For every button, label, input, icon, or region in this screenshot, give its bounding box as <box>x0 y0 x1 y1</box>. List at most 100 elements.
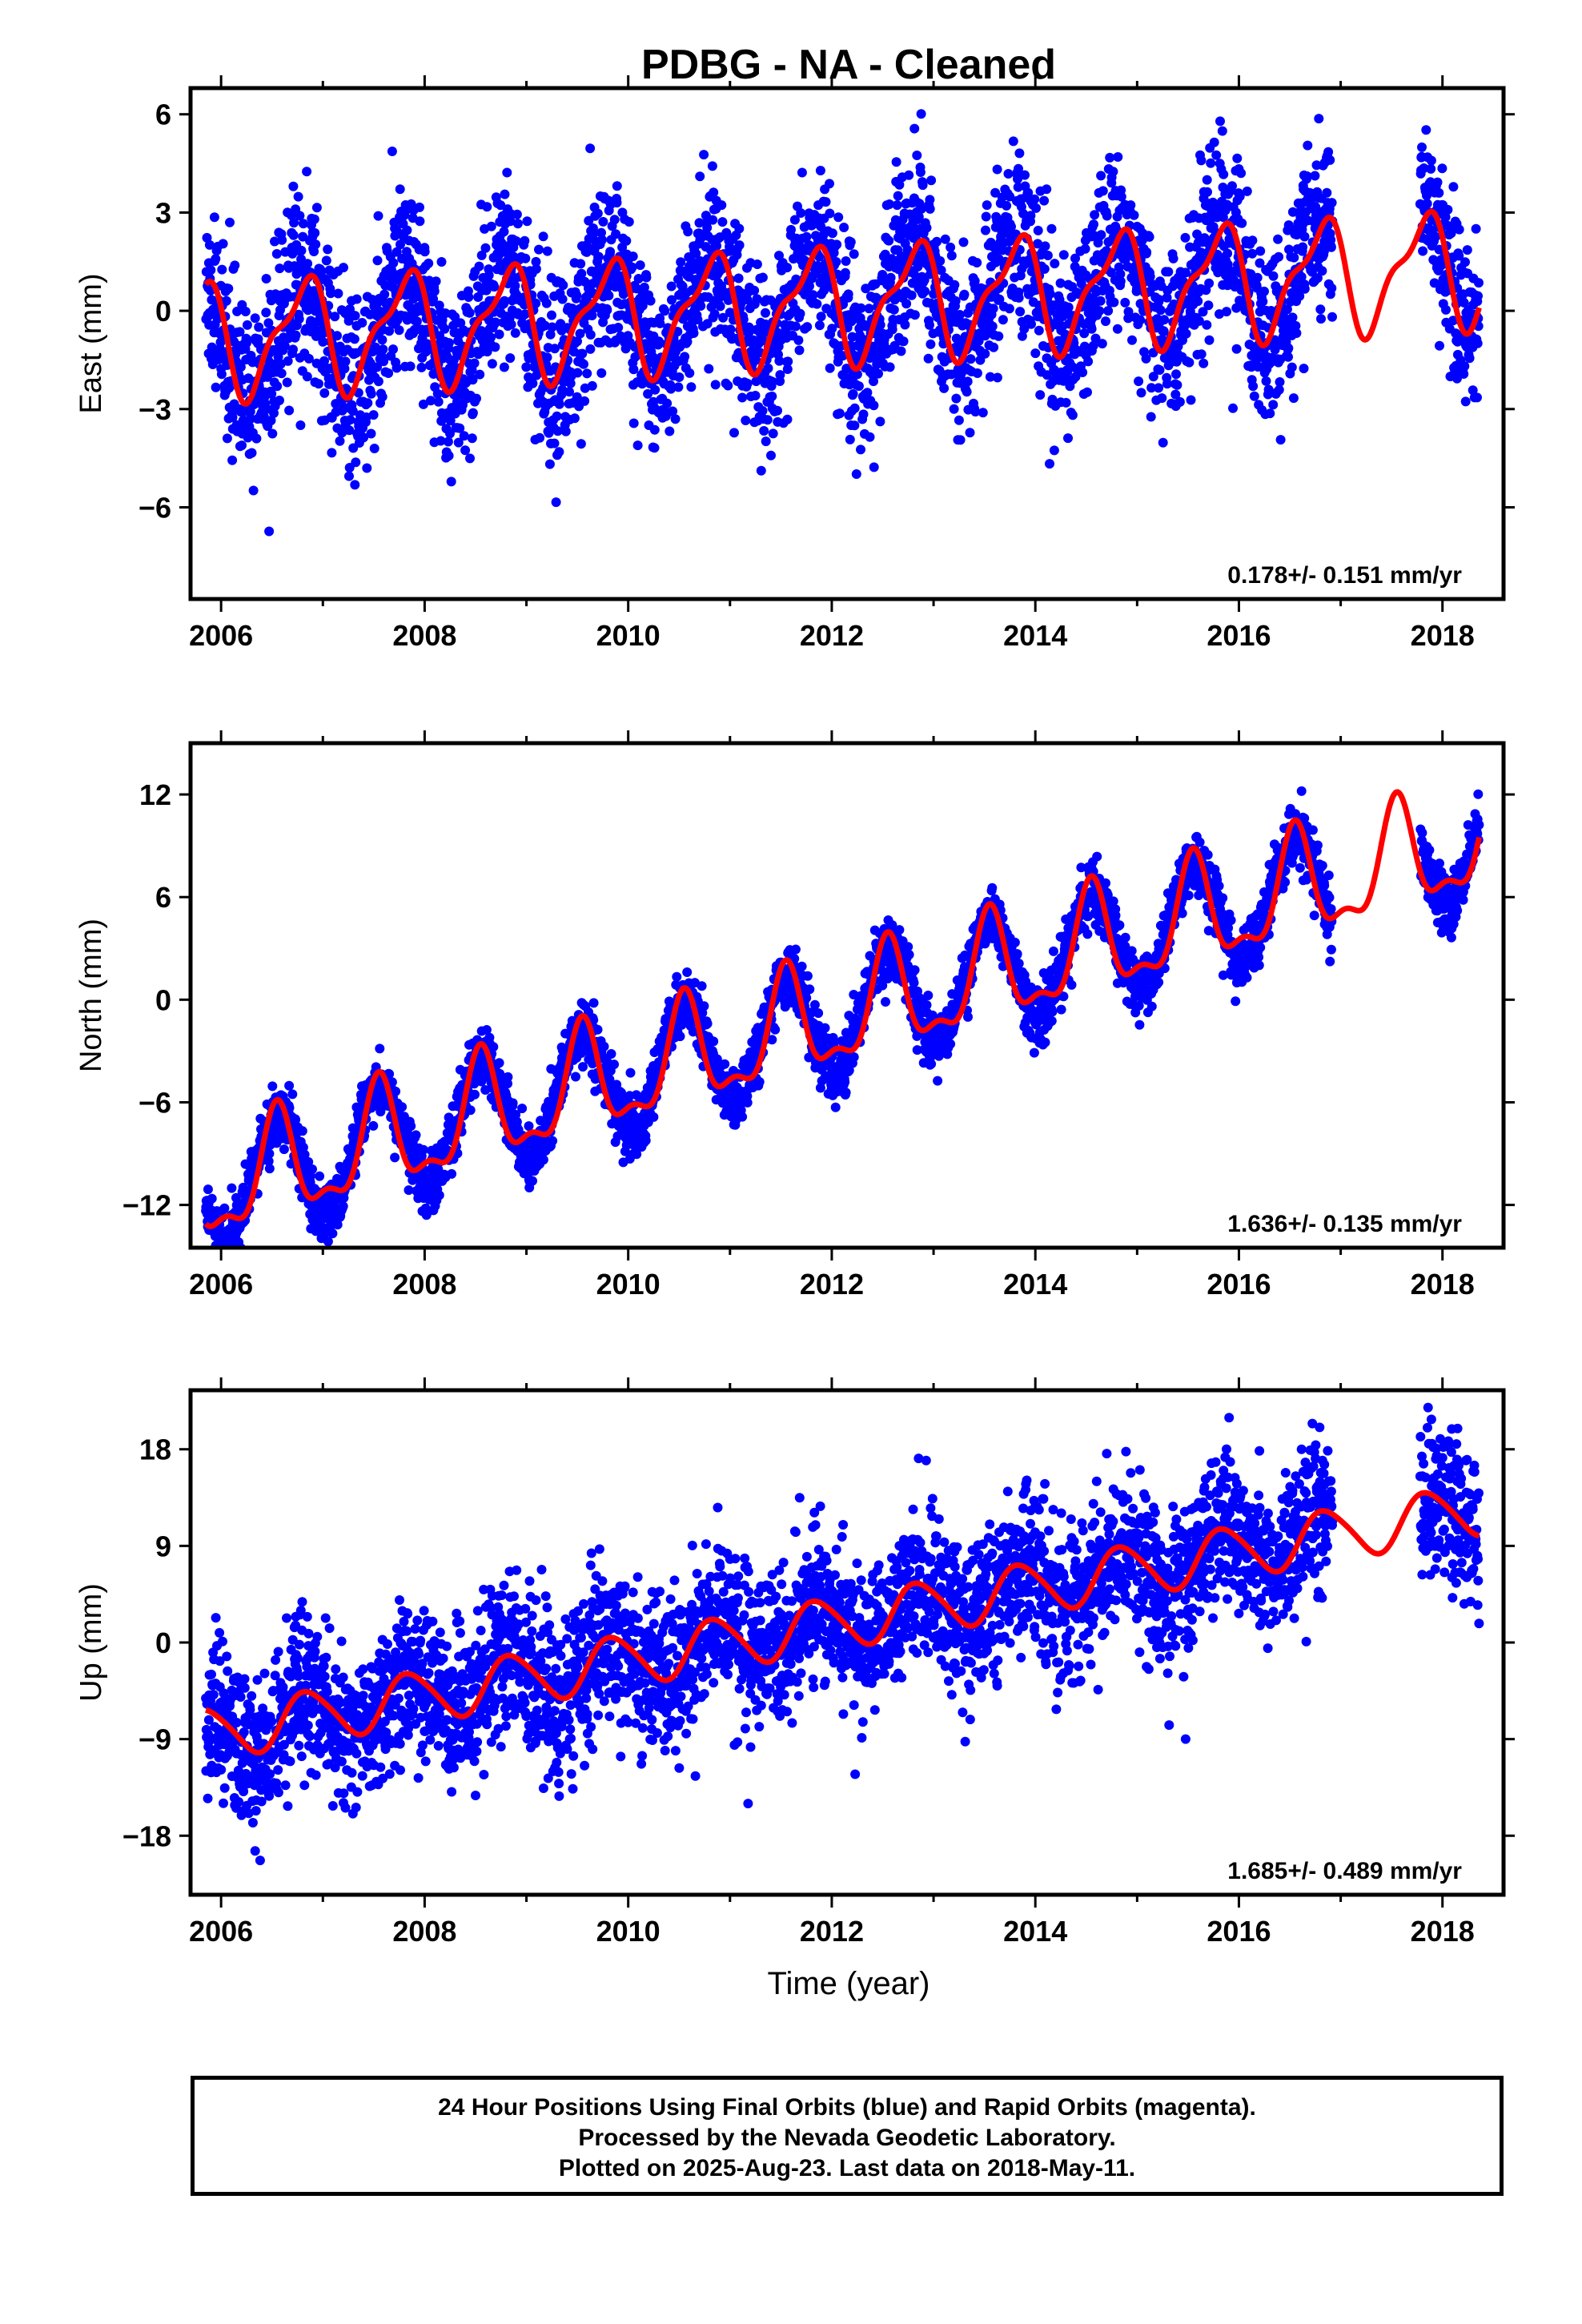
east-data-point <box>319 356 329 366</box>
east-data-point <box>405 361 416 372</box>
east-data-point <box>1020 170 1030 180</box>
north-data-point <box>279 1144 289 1155</box>
east-data-point <box>686 382 697 392</box>
east-data-point <box>773 405 782 416</box>
north-data-point <box>494 1058 504 1068</box>
east-data-point <box>232 306 243 316</box>
east-data-point <box>288 344 298 355</box>
east-data-point <box>649 443 660 453</box>
east-data-point <box>431 276 441 287</box>
east-data-point <box>289 218 299 228</box>
east-data-point <box>293 191 303 202</box>
east-x-tick-label: 2012 <box>800 619 864 652</box>
east-data-point <box>1055 278 1066 288</box>
east-data-point <box>1082 387 1092 397</box>
east-data-point <box>545 329 556 340</box>
east-data-point <box>1268 400 1279 410</box>
east-data-point <box>319 388 330 398</box>
east-data-point <box>1079 328 1090 339</box>
north-data-point <box>368 1120 379 1131</box>
east-data-point <box>418 399 428 409</box>
east-data-point <box>344 471 354 481</box>
east-data-point <box>723 380 733 391</box>
east-data-point <box>1145 271 1155 282</box>
east-data-point <box>849 403 860 413</box>
east-data-point <box>1162 292 1172 303</box>
east-data-point <box>1162 379 1172 389</box>
east-data-point <box>763 363 773 373</box>
east-data-point <box>554 447 564 457</box>
east-data-point <box>725 242 735 251</box>
north-data-point <box>332 1220 343 1230</box>
east-data-point <box>925 203 935 214</box>
east-data-point <box>549 344 560 354</box>
east-data-point <box>887 324 897 335</box>
east-y-tick-label: −3 <box>139 393 171 426</box>
north-data-point <box>226 1251 235 1261</box>
east-data-point <box>436 436 446 446</box>
east-data-point <box>768 428 778 439</box>
east-data-point <box>1105 152 1115 163</box>
east-data-point <box>797 167 807 178</box>
north-data-point <box>528 1176 537 1186</box>
east-data-point <box>689 328 699 338</box>
east-data-point <box>827 324 837 334</box>
east-data-point <box>1417 142 1427 152</box>
east-data-point <box>741 416 751 425</box>
east-data-point <box>1080 243 1090 254</box>
east-data-point <box>207 342 217 352</box>
east-data-point <box>982 200 992 211</box>
east-data-point <box>992 372 1002 383</box>
east-data-point <box>825 363 835 373</box>
east-data-point <box>793 335 804 345</box>
east-data-point <box>958 237 969 247</box>
east-data-point <box>475 369 485 380</box>
east-data-point <box>487 359 497 369</box>
east-data-point <box>465 453 475 464</box>
east-data-point <box>596 227 606 238</box>
east-data-point <box>302 167 312 177</box>
east-data-point <box>340 356 351 367</box>
east-data-point <box>211 382 221 392</box>
east-data-point <box>1441 304 1451 315</box>
east-data-point <box>1323 147 1334 157</box>
east-data-point <box>1310 171 1320 181</box>
east-data-point <box>744 322 754 332</box>
east-data-point <box>572 392 582 402</box>
east-data-point <box>1434 187 1444 198</box>
east-data-point <box>1426 155 1436 166</box>
east-data-point <box>627 262 637 272</box>
east-data-point <box>1154 365 1165 375</box>
east-data-point <box>277 235 287 245</box>
east-data-point <box>464 308 475 318</box>
east-data-point <box>1446 228 1456 239</box>
east-data-point <box>552 426 563 436</box>
north-data-point <box>517 1104 528 1114</box>
east-data-point <box>499 227 509 237</box>
east-data-point <box>1255 246 1266 256</box>
east-data-point <box>946 251 957 261</box>
east-data-point <box>372 362 383 372</box>
east-data-point <box>433 396 444 407</box>
east-data-point <box>869 400 879 411</box>
east-data-point <box>717 217 728 227</box>
east-data-point <box>1049 445 1059 456</box>
east-data-point <box>1222 307 1231 317</box>
east-data-point <box>1317 266 1327 276</box>
east-data-point <box>873 368 883 379</box>
east-data-point <box>310 227 320 238</box>
east-data-point <box>303 353 314 364</box>
east-data-point <box>575 328 585 339</box>
north-data-point <box>264 1164 275 1174</box>
east-data-point <box>1042 251 1053 260</box>
east-data-point <box>295 211 305 221</box>
east-data-point <box>572 290 582 300</box>
east-data-point <box>402 225 412 235</box>
east-data-point <box>593 251 604 262</box>
east-data-point <box>972 258 982 267</box>
east-data-point <box>520 253 531 263</box>
east-data-point <box>1030 348 1041 359</box>
east-data-point <box>391 247 402 257</box>
east-data-point <box>1198 307 1208 317</box>
east-data-point <box>480 243 491 253</box>
